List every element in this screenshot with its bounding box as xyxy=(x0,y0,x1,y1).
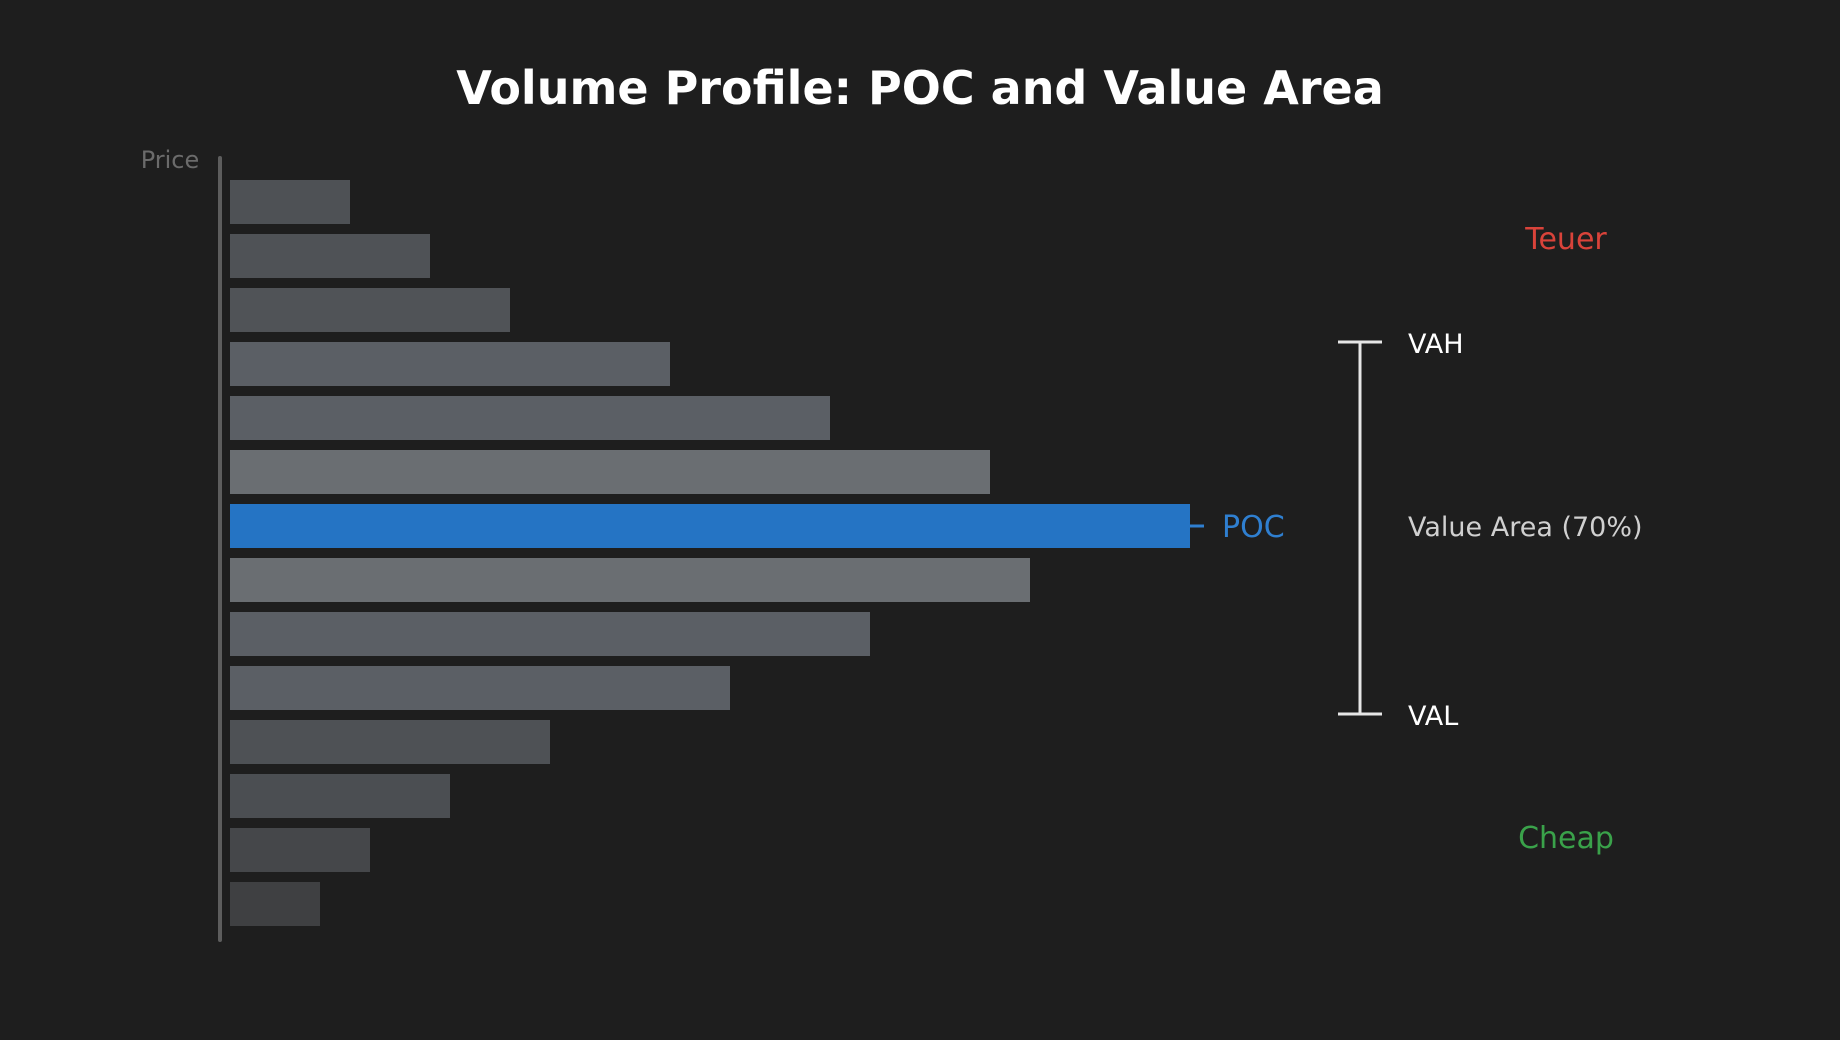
volume-bar xyxy=(230,234,430,278)
volume-bar xyxy=(230,774,450,818)
volume-bar xyxy=(230,558,1030,602)
vah-label: VAH xyxy=(1408,329,1464,360)
volume-bar xyxy=(230,666,730,710)
volume-bar xyxy=(230,882,320,926)
volume-bar xyxy=(230,450,990,494)
value-area-label: Value Area (70%) xyxy=(1408,512,1643,543)
volume-bar xyxy=(230,288,510,332)
price-axis-label: Price xyxy=(141,146,200,174)
cheap-zone-label: Cheap xyxy=(1518,821,1614,856)
volume-bars xyxy=(230,180,1190,926)
value-area-bracket xyxy=(1338,340,1382,716)
poc-label: POC xyxy=(1222,510,1285,545)
volume-bar xyxy=(230,612,870,656)
volume-bar xyxy=(230,720,550,764)
expensive-zone-label: Teuer xyxy=(1524,222,1607,257)
volume-bar xyxy=(230,342,670,386)
volume-bar xyxy=(230,180,350,224)
volume-bar xyxy=(230,396,830,440)
poc-bar xyxy=(230,504,1190,548)
volume-bar xyxy=(230,828,370,872)
val-label: VAL xyxy=(1408,701,1458,732)
chart-title: Volume Profile: POC and Value Area xyxy=(456,61,1384,115)
